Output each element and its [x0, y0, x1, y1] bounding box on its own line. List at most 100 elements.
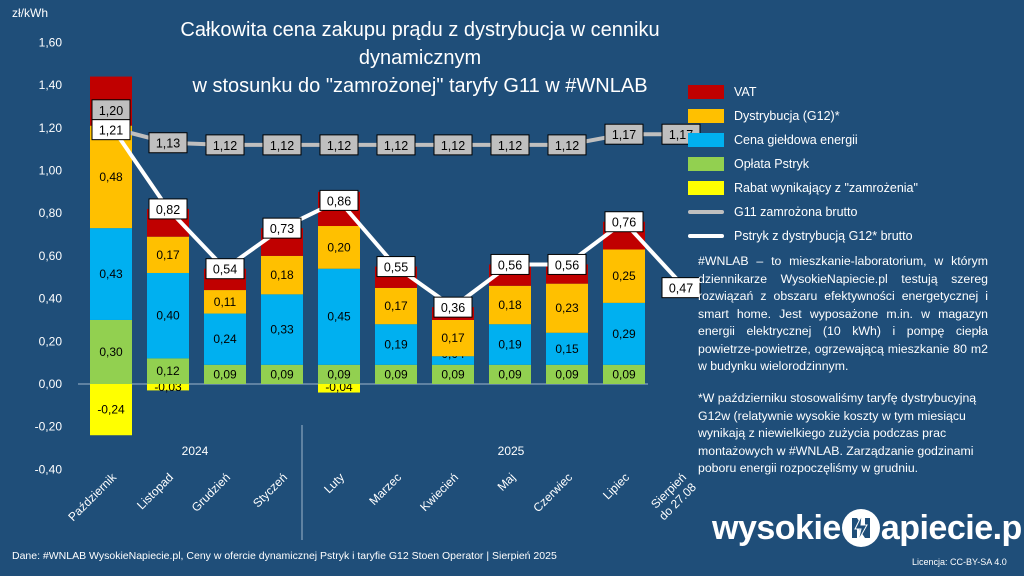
legend-item-rabat: Rabat wynikający z "zamrożenia"	[688, 178, 918, 198]
line-label-box-pstryk-brutto	[376, 256, 416, 278]
legend-item-oplata-pstryk: Opłata Pstryk	[688, 154, 809, 174]
data-label-dystrybucja: 0,48	[99, 170, 123, 184]
line-label-pstryk-brutto: 0,54	[213, 263, 237, 277]
data-label-cena-gieldowa: 0,24	[213, 332, 237, 346]
bar-segment-oplata-pstryk	[204, 364, 246, 384]
data-label-cena-gieldowa: 0,43	[99, 267, 123, 281]
legend-item-vat: VAT	[688, 82, 756, 102]
category-label: Lipiec	[600, 470, 632, 502]
line-label-pstryk-brutto: 0,76	[612, 216, 636, 230]
bar-segment-cena-gieldowa	[204, 313, 246, 365]
line-label-g11: 1,12	[555, 139, 579, 153]
bar-segment-rabat	[90, 384, 132, 436]
line-label-box-g11	[148, 132, 188, 154]
bar-segment-dystrybucja	[432, 319, 474, 357]
data-label-cena-gieldowa: 0,45	[327, 310, 351, 324]
data-label-cena-gieldowa: 0,33	[270, 323, 294, 337]
line-label-box-g11	[376, 134, 416, 156]
year-label-2025: 2025	[498, 444, 525, 458]
chart-title-line1: Całkowita cena zakupu prądu z dystrybucj…	[180, 19, 660, 69]
data-label-oplata-pstryk: 0,09	[384, 367, 408, 381]
bar-segment-rabat	[147, 384, 189, 391]
line-label-g11: 1,12	[498, 139, 522, 153]
line-label-g11: 1,12	[213, 139, 237, 153]
line-label-box-pstryk-brutto	[91, 119, 131, 141]
category-label: Październik	[65, 470, 119, 524]
category-label: Luty	[321, 470, 347, 496]
legend-label-vat: VAT	[734, 85, 757, 99]
y-tick-label: 1,40	[39, 78, 63, 92]
line-label-g11: 1,20	[99, 104, 123, 118]
line-label-box-pstryk-brutto	[319, 189, 359, 211]
legend-item-cena-gieldowa: Cena giełdowa energii	[688, 130, 858, 150]
line-label-box-pstryk-brutto	[661, 277, 701, 299]
line-label-pstryk-brutto: 0,47	[669, 282, 693, 296]
line-label-pstryk-brutto: 0,55	[384, 261, 408, 275]
line-label-box-g11	[433, 134, 473, 156]
data-label-cena-gieldowa: 0,29	[612, 327, 636, 341]
legend-swatch-oplata-pstryk	[688, 157, 724, 171]
bar-segment-dystrybucja	[489, 285, 531, 325]
category-label: Kwiecień	[417, 470, 461, 514]
data-label-dystrybucja: 0,20	[327, 240, 351, 254]
line-label-box-pstryk-brutto	[262, 217, 302, 239]
data-label-dystrybucja: 0,25	[612, 269, 636, 283]
data-label-oplata-pstryk: 0,09	[498, 367, 522, 381]
data-label-oplata-pstryk: 0,09	[555, 367, 579, 381]
bar-segment-cena-gieldowa	[318, 268, 360, 365]
bar-segment-cena-gieldowa	[261, 294, 303, 365]
y-tick-label: 0,20	[39, 334, 63, 348]
y-tick-label: 1,00	[39, 164, 63, 178]
line-label-box-pstryk-brutto	[148, 198, 188, 220]
data-label-oplata-pstryk: 0,30	[99, 345, 123, 359]
data-label-rabat: -0,24	[97, 403, 125, 417]
legend-item-g11: G11 zamrożona brutto	[688, 202, 857, 222]
legend-item-pstryk-brutto: Pstryk z dystrybucją G12* brutto	[688, 226, 913, 246]
bar-segment-cena-gieldowa	[375, 324, 417, 365]
bar-segment-oplata-pstryk	[147, 358, 189, 384]
category-label: Styczeń	[250, 470, 290, 510]
line-label-box-g11	[205, 134, 245, 156]
legend-item-dystrybucja: Dystrybucja (G12)*	[688, 106, 840, 126]
y-tick-label: 0,00	[39, 377, 63, 391]
y-tick-label: 1,60	[39, 35, 63, 49]
data-label-dystrybucja: 0,18	[498, 298, 522, 312]
legend-swatch-pstryk-brutto	[688, 234, 724, 238]
bar-segment-dystrybucja	[147, 236, 189, 273]
line-label-pstryk-brutto: 0,86	[327, 194, 351, 208]
line-label-box-g11	[604, 123, 644, 145]
category-label: Grudzień	[189, 470, 233, 514]
bar-segment-dystrybucja	[318, 226, 360, 269]
logo: wysokie apiecie.pl	[712, 506, 1024, 550]
data-label-dystrybucja: 0,17	[441, 331, 465, 345]
category-label: Marzec	[366, 470, 404, 508]
data-label-dystrybucja: 0,17	[384, 299, 408, 313]
wnlab-description: #WNLAB – to mieszkanie-laboratorium, w k…	[698, 254, 988, 373]
line-label-box-pstryk-brutto	[604, 211, 644, 233]
y-tick-label: -0,40	[35, 462, 63, 476]
line-label-box-g11	[490, 134, 530, 156]
data-label-cena-gieldowa: 0,19	[384, 338, 408, 352]
data-label-dystrybucja: 0,11	[214, 295, 237, 309]
bar-segment-dystrybucja	[375, 287, 417, 325]
category-label: Maj	[495, 470, 519, 494]
bar-segment-cena-gieldowa	[489, 324, 531, 365]
year-label-2024: 2024	[182, 444, 209, 458]
data-label-dystrybucja: 0,23	[555, 301, 579, 315]
data-label-cena-gieldowa: 0,19	[498, 338, 522, 352]
data-label-oplata-pstryk: 0,12	[156, 364, 180, 378]
line-label-g11: 1,12	[441, 139, 465, 153]
legend-swatch-rabat	[688, 181, 724, 195]
line-label-box-g11	[547, 134, 587, 156]
bar-segment-cena-gieldowa	[546, 332, 588, 365]
line-label-box-g11	[262, 134, 302, 156]
bar-segment-dystrybucja	[546, 283, 588, 333]
y-axis-unit: zł/kWh	[12, 6, 48, 20]
bar-segment-oplata-pstryk	[546, 364, 588, 384]
line-label-g11: 1,12	[270, 139, 294, 153]
legend-label-rabat: Rabat wynikający z "zamrożenia"	[734, 181, 918, 195]
data-label-cena-gieldowa: 0,15	[555, 342, 579, 356]
bar-segment-cena-gieldowa	[90, 228, 132, 320]
footnote: *W październiku stosowaliśmy taryfę dyst…	[698, 391, 977, 475]
license-text: Licencja: CC-BY-SA 4.0	[912, 557, 1007, 567]
